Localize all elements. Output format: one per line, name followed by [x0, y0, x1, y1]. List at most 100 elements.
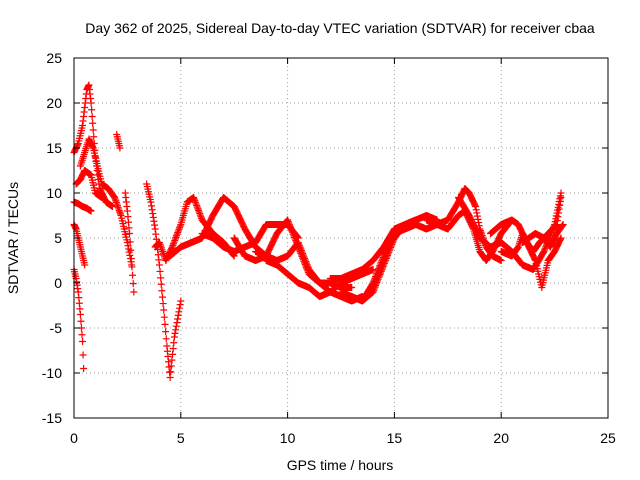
data-point — [473, 209, 481, 217]
data-point — [175, 225, 183, 233]
data-point — [475, 219, 483, 227]
data-point — [172, 326, 180, 334]
data-point — [302, 258, 310, 266]
y-tick-label: -5 — [50, 320, 63, 336]
data-point — [289, 230, 297, 238]
data-point — [297, 246, 305, 254]
data-point — [285, 219, 293, 227]
data-point — [173, 319, 181, 327]
data-point — [127, 246, 135, 254]
data-point — [540, 248, 548, 255]
data-point — [284, 216, 292, 224]
data-point — [197, 213, 205, 221]
series-G — [113, 131, 124, 152]
y-tick-label: 5 — [54, 230, 62, 246]
data-point — [375, 265, 383, 273]
data-point — [158, 287, 166, 295]
data-point — [552, 221, 560, 229]
data-point — [556, 201, 564, 209]
data-point — [151, 221, 159, 229]
series-C — [72, 167, 106, 201]
chart-title: Day 362 of 2025, Sidereal Day-to-day VTE… — [85, 20, 595, 36]
data-point — [78, 331, 86, 339]
data-point — [176, 224, 184, 232]
data-point — [304, 262, 312, 270]
data-point — [474, 215, 482, 223]
data-point — [171, 329, 179, 337]
data-point — [79, 351, 87, 359]
data-point — [559, 221, 567, 228]
data-point — [299, 251, 307, 259]
data-point — [174, 229, 182, 237]
data-point — [370, 276, 378, 284]
data-point — [373, 269, 381, 277]
data-point — [541, 244, 549, 252]
x-tick-label: 5 — [177, 430, 185, 446]
y-tick-label: -15 — [42, 410, 62, 426]
data-point — [559, 221, 567, 229]
data-point — [378, 255, 386, 263]
series-W — [519, 221, 567, 251]
x-axis-label: GPS time / hours — [287, 457, 394, 473]
data-point — [190, 194, 198, 201]
data-point — [130, 288, 138, 296]
data-point — [98, 194, 106, 201]
x-tick-label: 15 — [387, 430, 403, 446]
data-point — [168, 244, 176, 252]
data-point — [126, 251, 134, 259]
data-point — [553, 217, 561, 225]
data-point — [87, 99, 95, 107]
data-point — [156, 267, 164, 275]
x-tick-label: 0 — [70, 430, 78, 446]
data-point — [124, 242, 132, 250]
data-point — [79, 338, 87, 345]
data-point — [129, 280, 137, 288]
data-point — [160, 306, 168, 314]
data-point — [296, 243, 304, 251]
data-point — [176, 304, 184, 312]
y-tick-label: 10 — [46, 185, 62, 201]
data-point — [301, 254, 309, 262]
data-point — [472, 203, 480, 210]
data-point — [196, 210, 204, 218]
data-point — [172, 233, 180, 241]
data-point — [296, 242, 304, 250]
data-point — [108, 203, 116, 210]
data-point — [159, 300, 167, 308]
data-point — [193, 202, 201, 210]
data-point — [375, 263, 383, 271]
data-point — [290, 232, 298, 240]
data-point — [127, 255, 135, 263]
data-point — [88, 113, 96, 120]
data-point — [371, 274, 379, 282]
data-point — [155, 256, 163, 264]
data-point — [554, 213, 562, 221]
data-point — [541, 246, 549, 254]
data-point — [176, 222, 184, 230]
data-point — [74, 141, 82, 149]
data-point — [167, 368, 175, 376]
data-point — [377, 260, 385, 268]
data-point — [472, 206, 480, 214]
data-point — [168, 356, 176, 364]
data-point — [151, 225, 159, 233]
series-A — [70, 81, 116, 210]
data-point — [116, 144, 124, 152]
x-tick-label: 20 — [493, 430, 509, 446]
data-point — [295, 240, 303, 248]
data-point — [174, 315, 182, 323]
data-point — [150, 217, 158, 225]
data-point — [148, 206, 156, 214]
data-point — [555, 205, 563, 213]
y-tick-label: 15 — [46, 140, 62, 156]
data-point — [169, 240, 177, 248]
data-point — [161, 320, 169, 328]
data-point — [174, 311, 182, 319]
data-points — [70, 81, 567, 381]
data-point — [175, 308, 183, 316]
data-point — [126, 238, 134, 246]
data-point — [369, 266, 377, 273]
data-point — [171, 235, 179, 243]
